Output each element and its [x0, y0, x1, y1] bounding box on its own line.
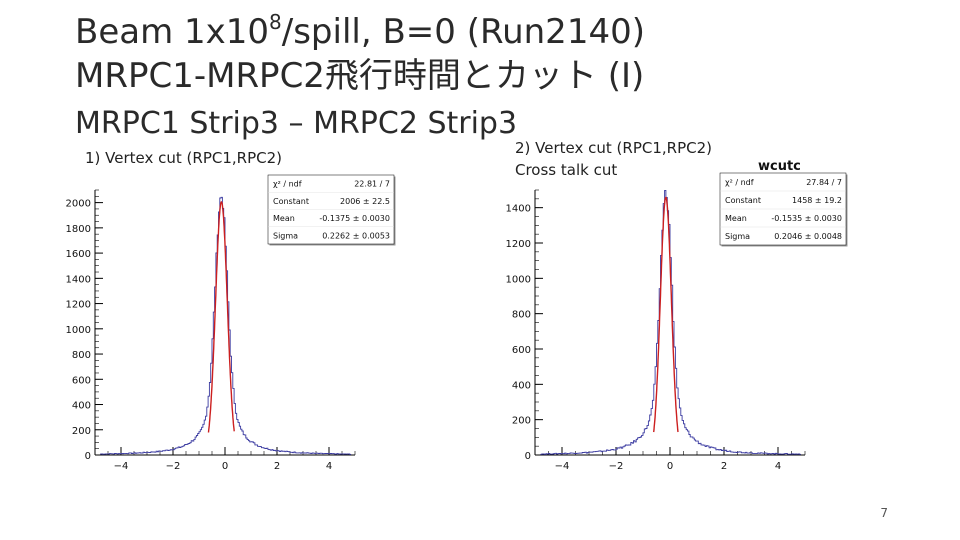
stats-row-label: Constant — [273, 197, 309, 206]
title-prefix: Beam 1x10 — [75, 12, 270, 52]
slide-title-line2: MRPC1-MRPC2飛行時間とカット (I) — [75, 56, 645, 96]
gaussian-fit-curve — [207, 201, 235, 433]
x-tick-label: −2 — [166, 461, 181, 470]
stats-row-value: -0.1535 ± 0.0030 — [771, 214, 842, 223]
stats-row-value: 22.81 / 7 — [354, 180, 390, 189]
x-tick-label: −4 — [555, 461, 570, 470]
x-tick-label: 2 — [721, 461, 727, 470]
hist-title-box — [752, 155, 842, 175]
stats-row-label: Sigma — [725, 232, 750, 241]
y-tick-label: 200 — [72, 426, 91, 437]
hist-title: wcutc — [758, 159, 801, 174]
title-exponent: 8 — [269, 10, 282, 34]
stats-row-label: Sigma — [273, 231, 298, 240]
x-tick-label: 0 — [667, 461, 673, 470]
gaussian-fit-curve — [653, 196, 679, 433]
y-tick-label: 1400 — [66, 274, 91, 285]
plot1-caption: 1) Vertex cut (RPC1,RPC2) — [85, 149, 282, 167]
stats-row-value: 27.84 / 7 — [806, 178, 842, 187]
stats-row-value: 0.2046 ± 0.0048 — [774, 232, 842, 241]
stats-row-label: Mean — [725, 214, 747, 223]
stats-row-label: χ² / ndf — [725, 178, 754, 187]
plot2-caption-line2: Cross talk cut — [515, 161, 618, 179]
y-tick-label: 800 — [72, 350, 91, 361]
slide-title-line1: Beam 1x108/spill, B=0 (Run2140) — [75, 12, 645, 52]
x-tick-label: 4 — [775, 461, 781, 470]
y-tick-label: 1000 — [506, 274, 531, 285]
x-tick-label: 0 — [222, 461, 228, 470]
histogram-plot-1: 0 200 400 600 800 1000 1200 1400 1600 1800 2000 −4 −… — [66, 174, 396, 470]
x-tick-label: 2 — [274, 461, 280, 470]
y-tick-label: 0 — [85, 451, 91, 462]
stats-row-label: χ² / ndf — [273, 180, 302, 189]
y-tick-label: 600 — [512, 345, 531, 356]
y-tick-label: 200 — [512, 416, 531, 427]
y-tick-label: 2000 — [66, 199, 91, 210]
x-tick-label: 4 — [326, 461, 332, 470]
x-tick-label: −2 — [609, 461, 624, 470]
stats-row-value: 0.2262 ± 0.0053 — [322, 231, 390, 240]
y-tick-label: 400 — [72, 401, 91, 412]
y-tick-label: 800 — [512, 310, 531, 321]
stats-row-value: -0.1375 ± 0.0030 — [319, 214, 390, 223]
histogram-series — [540, 189, 801, 455]
y-tick-label: 1400 — [506, 204, 531, 215]
y-tick-label: 1200 — [66, 300, 91, 311]
x-tick-label: −4 — [114, 461, 129, 470]
stats-row-label: Constant — [725, 196, 761, 205]
stats-row-value: 1458 ± 19.2 — [792, 196, 842, 205]
y-tick-label: 1800 — [66, 224, 91, 235]
y-tick-label: 1200 — [506, 239, 531, 250]
slide-subtitle: MRPC1 Strip3 – MRPC2 Strip3 — [75, 106, 518, 141]
y-tick-label: 400 — [512, 380, 531, 391]
y-tick-label: 600 — [72, 375, 91, 386]
y-tick-label: 1600 — [66, 249, 91, 260]
y-tick-label: 1000 — [66, 325, 91, 336]
title-suffix: /spill, B=0 (Run2140) — [281, 12, 645, 52]
plot2-caption-line1: 2) Vertex cut (RPC1,RPC2) — [515, 139, 712, 157]
stats-row-label: Mean — [273, 214, 295, 223]
y-tick-label: 0 — [525, 451, 531, 462]
stats-row-value: 2006 ± 22.5 — [340, 197, 390, 206]
page-number: 7 — [880, 506, 888, 520]
histogram-plot-2: 0 200 400 600 800 1000 1200 1400 −4 −2 0 2 4 wcutc χ² … — [506, 155, 848, 470]
